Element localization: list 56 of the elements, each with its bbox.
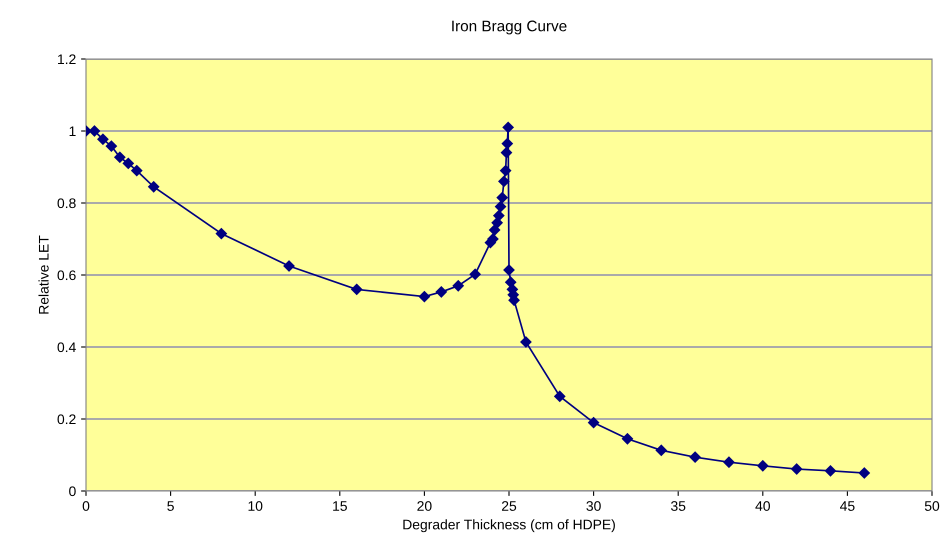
x-tick-label: 50 <box>924 501 940 511</box>
point <box>494 200 506 212</box>
x-tick-label: 5 <box>167 501 174 511</box>
x-tick-label: 15 <box>333 501 347 511</box>
y-tick-label: 0 <box>69 486 76 496</box>
x-axis-title: Degrader Thickness (cm of HDPE) <box>403 519 615 532</box>
point <box>114 152 126 163</box>
point <box>97 134 109 145</box>
point <box>131 164 142 176</box>
point <box>588 416 600 428</box>
point <box>622 433 634 444</box>
point <box>500 164 512 176</box>
y-tick-label: 0.2 <box>58 414 76 424</box>
point <box>418 290 430 302</box>
point <box>723 456 735 468</box>
point <box>690 452 701 463</box>
point <box>656 444 667 456</box>
point <box>283 260 295 272</box>
point <box>757 460 768 472</box>
point <box>554 390 566 402</box>
chart-title: Iron Bragg Curve <box>452 20 566 34</box>
point <box>351 284 362 296</box>
x-tick-label: 20 <box>417 501 432 511</box>
point <box>122 158 134 170</box>
x-tick-label: 10 <box>248 501 262 511</box>
point <box>496 192 508 204</box>
point <box>493 210 504 222</box>
point <box>520 336 532 348</box>
point <box>452 280 464 292</box>
x-tick-label: 45 <box>840 501 855 511</box>
point <box>436 286 447 298</box>
y-tick-label: 0.8 <box>58 198 76 208</box>
x-tick-label: 35 <box>671 501 686 511</box>
point <box>88 125 100 137</box>
point <box>858 467 870 479</box>
x-tick-label: 0 <box>82 501 90 511</box>
y-axis-title: Relative LET <box>38 236 49 314</box>
point <box>148 181 160 192</box>
point <box>500 146 512 158</box>
point <box>502 138 513 150</box>
point <box>489 224 500 236</box>
y-tick-label: 1.2 <box>58 54 76 64</box>
point <box>106 140 117 152</box>
x-tick-label: 40 <box>755 501 770 511</box>
x-tick-label: 30 <box>586 501 601 511</box>
point <box>216 228 227 240</box>
point <box>503 264 515 276</box>
y-tick-label: 0.6 <box>58 270 76 280</box>
point <box>470 268 481 280</box>
point <box>824 465 836 476</box>
y-tick-label: 1 <box>70 126 76 136</box>
point <box>502 122 514 134</box>
point <box>791 463 802 475</box>
point <box>498 176 510 188</box>
y-tick-label: 0.4 <box>58 342 76 352</box>
x-tick-label: 25 <box>502 501 516 511</box>
